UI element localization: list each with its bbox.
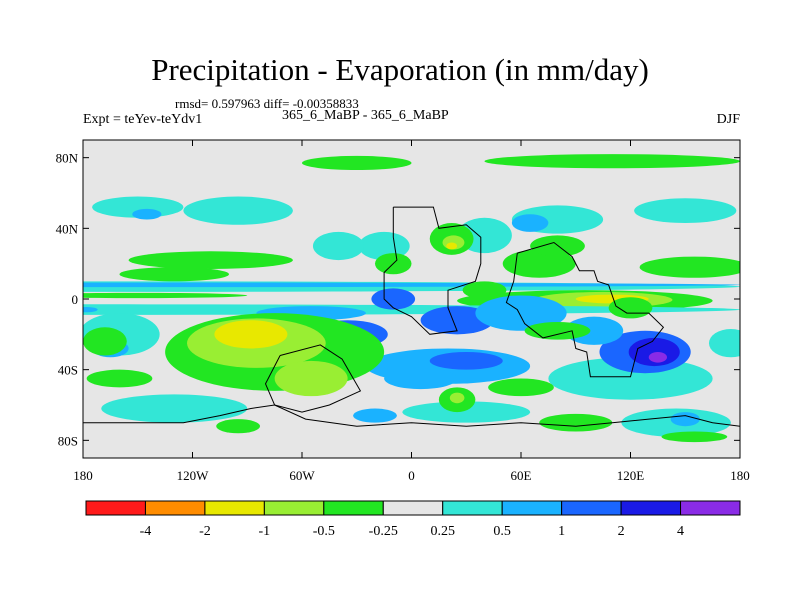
case-label: 365_6_MaBP - 365_6_MaBP [282,108,449,123]
contour-region-29 [371,288,416,310]
colorbar-label-6: 0.5 [493,524,511,539]
colorbar-swatch-6 [442,500,503,516]
contour-region-19 [83,282,740,288]
contour-region-9 [128,251,293,269]
contour-region-38 [648,352,667,363]
contour-region-59 [86,369,153,388]
colorbar-swatch-7 [501,500,563,516]
contour-region-33 [429,352,503,370]
contour-region-10 [119,267,229,282]
colorbar-swatch-4 [323,500,384,516]
contour-region-20 [83,292,248,299]
contour-region-37 [628,337,680,367]
colorbar-label-9: 4 [677,524,684,539]
colorbar-label-0: -4 [140,524,152,539]
contour-fill-layer [83,154,740,443]
contour-region-64 [462,281,507,299]
contour-region-52 [274,360,348,397]
x-tick-label-2: 60W [289,468,315,483]
contour-region-50 [214,320,288,349]
y-axis: 80N 40N 0 40S 80S [56,151,740,448]
colorbar-swatch-3 [263,500,325,516]
contour-region-11 [639,256,740,278]
contour-region-3 [183,196,293,225]
colorbar-swatch-9 [620,500,682,516]
contour-region-51 [83,327,127,356]
season-label: DJF [716,112,740,127]
contour-region-17 [312,231,365,261]
colorbar-label-8: 2 [618,524,625,539]
colorbar-swatch-1 [144,500,206,516]
colorbar-label-3: -0.5 [313,524,335,539]
contour-region-34 [384,367,458,390]
colorbar-swatch-10 [680,500,741,516]
colorbar-label-5: 0.25 [430,524,455,539]
contour-region-62 [661,431,728,443]
contour-region-1 [484,154,740,169]
colorbar-label-1: -2 [199,524,211,539]
contour-region-55 [488,378,554,397]
y-tick-label-4: 80S [58,433,78,448]
experiment-label: Expt = teYev-teYdv1 [83,112,203,127]
coastline-2 [264,344,362,413]
contour-region-7 [511,214,549,232]
contour-region-44 [402,401,531,423]
coastline-layer [83,206,740,427]
colorbar: -4 -2 -1 -0.5 -0.25 0.25 0.5 1 2 4 [85,500,741,539]
contour-region-31 [475,295,567,331]
contour-region-24 [83,304,740,315]
colorbar-swatch-2 [204,500,265,516]
contour-region-0 [302,155,412,171]
x-tick-label-4: 60E [511,468,532,483]
contour-region-61 [216,419,261,434]
coastline-0 [383,206,482,335]
contour-region-15 [446,242,458,250]
colorbar-label-7: 1 [558,524,565,539]
contour-region-47 [670,412,700,427]
y-tick-label-3: 40S [58,363,78,378]
contour-region-39 [564,316,624,345]
y-tick-label-2: 0 [72,292,79,307]
colorbar-swatch-5 [382,500,444,516]
contour-region-42 [708,329,740,358]
contour-region-25 [83,306,98,313]
contour-region-16 [358,231,410,261]
y-tick-label-0: 80N [56,151,79,166]
y-tick-label-1: 40N [56,221,79,236]
contour-region-60 [539,413,613,432]
contour-region-45 [353,408,397,423]
contour-region-56 [524,321,591,340]
colorbar-label-2: -1 [259,524,271,539]
x-tick-label-0: 180 [73,468,93,483]
chart-title: Precipitation - Evaporation (in mm/day) [151,52,649,87]
colorbar-label-4: -0.25 [369,524,398,539]
coastline-3 [83,404,740,427]
colorbar-swatch-8 [561,500,622,516]
stats-label: rmsd= 0.597963 diff= -0.00358833 [175,96,359,111]
x-tick-label-3: 0 [408,468,415,483]
contour-region-4 [634,198,737,224]
contour-region-43 [101,394,248,423]
contour-region-54 [449,392,465,404]
contour-region-57 [608,297,653,319]
x-tick-label-6: 180 [730,468,750,483]
x-axis: 180 120W 60W 0 60E 120E 180 [73,140,750,483]
contour-region-5 [132,208,162,220]
contour-region-58 [530,235,585,257]
coastline-1 [505,241,665,378]
colorbar-swatch-0 [85,500,146,516]
x-tick-label-1: 120W [177,468,210,483]
x-tick-label-5: 120E [617,468,645,483]
